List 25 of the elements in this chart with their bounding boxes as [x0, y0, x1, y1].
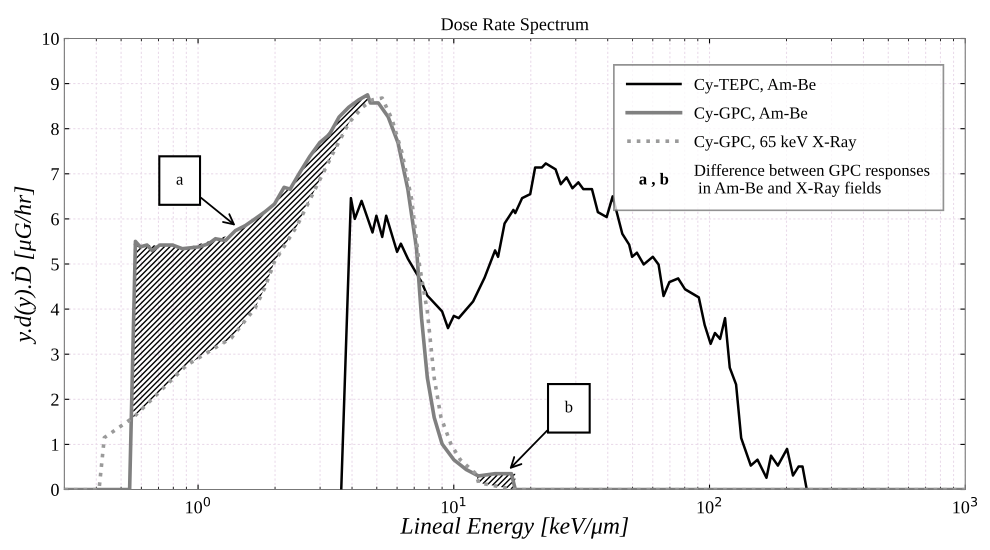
- y-tick-label: 9: [51, 78, 59, 90]
- chart-title: Dose Rate Spectrum: [441, 18, 589, 34]
- annotation: Difference between GPC responses in Am-Be and X-Ray fields: [694, 164, 930, 197]
- x-tick-label: 10$^{3}$: [953, 496, 978, 514]
- x-axis-title: Lineal Energy [keV/μm]: [400, 517, 628, 539]
- y-tick-label: 4: [50, 303, 60, 316]
- y-tick-label: 5: [52, 258, 59, 270]
- x-tick-label: 10$^{1}$: [442, 496, 466, 514]
- y-tick-label: 2: [51, 394, 58, 406]
- legend-label: Cy-GPC, 65 keV X-Ray: [694, 136, 856, 151]
- x-tick-label: 10$^{0}$: [186, 496, 210, 514]
- y-tick-label: 7: [52, 168, 59, 180]
- y-axis-title: y.d(y).Ḋ [μG/hr]: [11, 186, 36, 344]
- y-tick-label: 0: [51, 484, 59, 496]
- y-tick-label: 10: [43, 32, 59, 45]
- annotation: a: [176, 176, 184, 185]
- y-tick-label: 1: [52, 438, 58, 451]
- legend-label: Cy-TEPC, Am-Be: [694, 78, 816, 94]
- y-tick-label: 3: [51, 348, 59, 361]
- annotation: b: [564, 400, 572, 412]
- y-tick-label: 8: [51, 122, 59, 136]
- x-tick-label: 10$^{2}$: [698, 496, 722, 514]
- annotation: a , b: [639, 172, 668, 188]
- legend-label: Cy-GPC, Am-Be: [694, 107, 808, 122]
- y-tick-label: 6: [51, 213, 59, 226]
